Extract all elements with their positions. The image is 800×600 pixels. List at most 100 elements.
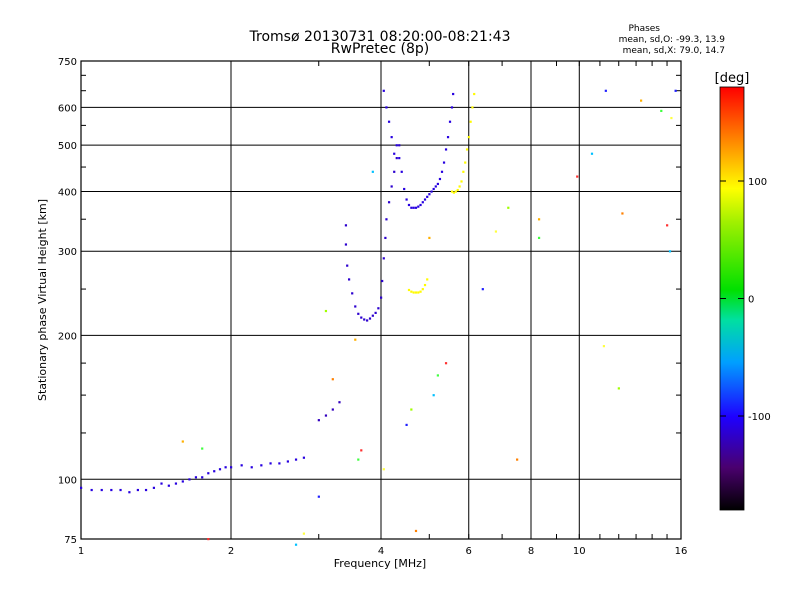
data-point	[403, 187, 406, 191]
data-point	[481, 288, 484, 291]
data-point	[278, 462, 281, 465]
data-point	[344, 224, 348, 227]
data-point	[294, 458, 298, 461]
data-point	[381, 279, 384, 283]
data-point	[419, 290, 422, 293]
data-point	[590, 152, 594, 155]
data-point	[347, 278, 351, 281]
y-tick-label: 200	[58, 331, 77, 342]
data-point	[469, 120, 472, 123]
data-point	[450, 190, 454, 193]
data-point	[407, 203, 411, 207]
data-point	[412, 206, 415, 209]
data-point	[471, 106, 474, 109]
data-point	[351, 292, 354, 295]
colorbar-label: [deg]	[715, 71, 750, 86]
data-point	[417, 291, 420, 294]
data-point	[414, 529, 418, 533]
data-point	[467, 136, 470, 139]
phases-line-o: mean, sd,O: -99.3, 13.9	[619, 35, 726, 45]
data-point	[660, 109, 663, 113]
data-point	[331, 408, 334, 411]
data-point	[446, 136, 450, 139]
data-point	[442, 161, 446, 164]
data-point	[385, 218, 388, 221]
data-point	[201, 476, 204, 479]
data-point	[207, 472, 210, 475]
data-point	[454, 190, 457, 193]
data-point	[294, 543, 298, 546]
data-point	[434, 185, 437, 188]
data-point	[444, 362, 448, 365]
data-point	[181, 480, 184, 483]
x-tick-label: 10	[573, 546, 586, 557]
axis-ticks: 1 2 4 6 8 10 16 75 100 200 300 400 500 600 750	[58, 57, 687, 557]
data-point	[357, 458, 360, 461]
x-tick-label: 4	[378, 546, 384, 557]
data-point	[393, 170, 396, 173]
data-point	[160, 482, 163, 485]
data-point	[167, 484, 170, 487]
data-point	[430, 190, 433, 193]
data-point	[128, 491, 131, 494]
data-point	[452, 92, 455, 96]
data-point	[346, 264, 349, 267]
data-point	[456, 188, 459, 192]
data-point	[668, 250, 672, 253]
data-point	[371, 314, 374, 317]
data-point	[302, 456, 306, 459]
data-point	[302, 532, 306, 535]
data-point	[100, 488, 103, 492]
data-point	[537, 236, 541, 240]
data-point	[419, 203, 422, 207]
data-point	[393, 152, 396, 155]
data-point	[398, 157, 401, 160]
colorbar-tick-label: 0	[748, 295, 754, 306]
data-point	[366, 319, 369, 322]
data-point	[432, 187, 435, 191]
data-point	[410, 206, 413, 209]
data-point	[426, 278, 429, 281]
data-point	[387, 120, 391, 123]
data-point	[428, 236, 431, 240]
data-point	[207, 538, 210, 541]
data-point	[360, 316, 363, 319]
data-point	[382, 89, 385, 92]
data-point	[181, 440, 184, 443]
y-tick-label: 75	[64, 535, 77, 546]
data-point	[384, 236, 387, 240]
data-point	[440, 170, 444, 173]
data-point	[344, 243, 348, 246]
data-point	[395, 157, 398, 160]
data-point	[354, 305, 357, 308]
data-point	[428, 193, 431, 196]
colorbar-tick-label: 100	[748, 177, 767, 188]
data-point	[317, 495, 320, 498]
x-tick-label: 16	[675, 546, 688, 557]
data-point	[324, 309, 328, 313]
y-tick-label: 300	[58, 247, 77, 258]
colorbar-tick-label: -100	[748, 412, 771, 423]
chart-subtitle: RwPretec (8p)	[331, 41, 429, 57]
data-point	[423, 283, 427, 287]
data-point	[407, 288, 411, 292]
data-point	[390, 136, 393, 139]
data-point	[670, 116, 673, 120]
data-point	[507, 206, 510, 209]
data-point	[426, 195, 429, 198]
data-point	[374, 311, 377, 314]
data-point	[317, 419, 320, 422]
data-point	[405, 198, 408, 201]
data-points	[80, 89, 677, 546]
data-point	[194, 476, 198, 479]
data-point	[432, 394, 435, 397]
data-point	[617, 387, 620, 390]
data-point	[450, 106, 454, 109]
data-point	[144, 488, 148, 492]
data-point	[602, 345, 606, 348]
data-point	[494, 230, 498, 233]
data-point	[674, 89, 677, 92]
data-point	[414, 291, 418, 294]
data-point	[400, 170, 403, 173]
